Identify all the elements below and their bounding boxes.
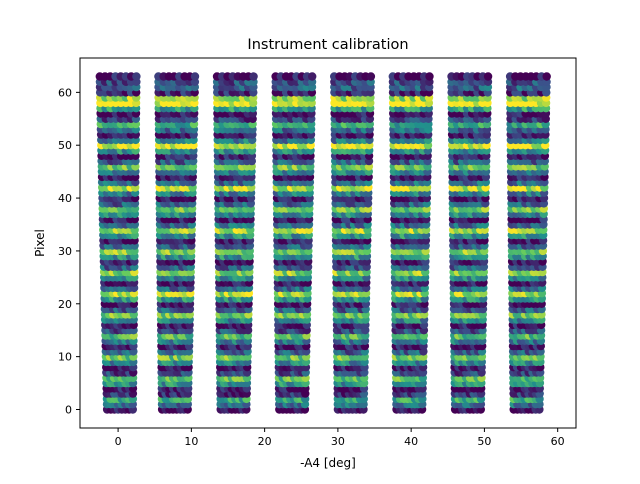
plot-frame [79, 57, 577, 429]
scatter-point [366, 72, 376, 81]
x-tick-label: 20 [258, 435, 272, 448]
scatter-points [95, 72, 551, 414]
y-tick-label: 20 [58, 298, 72, 311]
scatter-point [132, 72, 141, 81]
x-tick-label: 0 [115, 435, 122, 448]
x-tick-label: 10 [184, 435, 198, 448]
x-tick-label: 40 [404, 435, 418, 448]
y-tick-label: 30 [58, 245, 72, 258]
y-tick-label: 0 [65, 404, 72, 417]
x-tick-label: 50 [477, 435, 491, 448]
scatter-point [190, 72, 200, 81]
x-axis-ticks: 0 10 20 30 40 50 60 [115, 428, 565, 448]
x-tick-label: 30 [331, 435, 345, 448]
scatter-point [249, 72, 258, 81]
y-axis-ticks: 0 10 20 30 40 50 60 [58, 86, 80, 417]
x-axis-label: -A4 [deg] [300, 456, 356, 470]
y-tick-label: 40 [58, 192, 72, 205]
scatter-point [542, 72, 551, 81]
y-tick-label: 50 [58, 139, 72, 152]
y-axis-label: Pixel [33, 229, 47, 257]
y-tick-label: 10 [58, 351, 72, 364]
y-tick-label: 60 [58, 86, 72, 99]
scatter-point [483, 72, 493, 81]
chart-title: Instrument calibration [247, 37, 408, 53]
scatter-point [425, 72, 434, 81]
scatter-point [308, 72, 317, 81]
x-tick-label: 60 [551, 435, 565, 448]
